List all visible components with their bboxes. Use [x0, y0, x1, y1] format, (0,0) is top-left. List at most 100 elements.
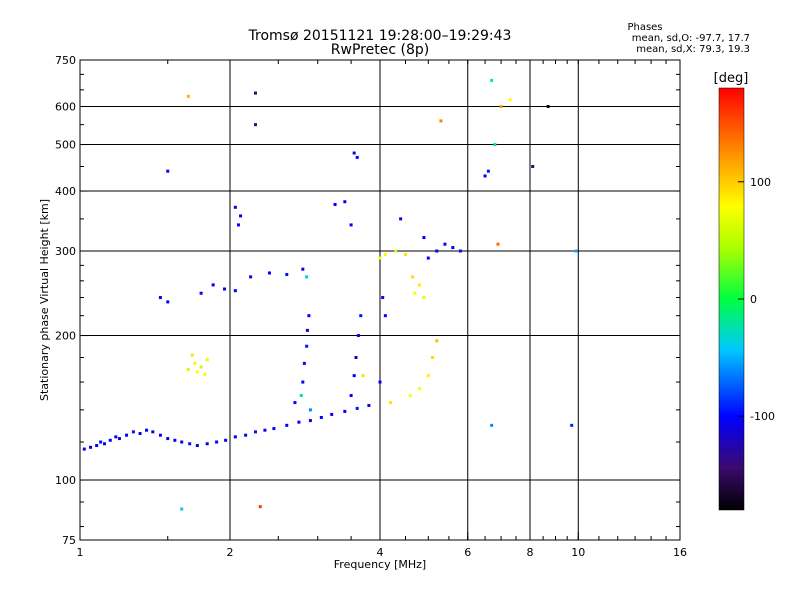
data-point: [239, 214, 243, 218]
data-point: [308, 419, 312, 423]
data-point: [301, 267, 305, 271]
data-point: [546, 105, 550, 109]
grid-lines: [80, 60, 680, 540]
data-point: [173, 438, 177, 442]
data-point: [305, 328, 309, 332]
data-point: [193, 361, 197, 365]
data-point: [361, 374, 365, 378]
stats-heading: Phases: [627, 22, 662, 33]
x-axis-label: Frequency [MHz]: [334, 558, 426, 571]
data-point: [195, 444, 199, 448]
data-point: [151, 430, 155, 434]
data-point: [305, 344, 309, 348]
colorbar-ticks: 100 0 -100: [738, 176, 775, 423]
data-point: [285, 423, 289, 427]
data-point: [223, 287, 227, 291]
data-point: [131, 430, 135, 434]
data-point: [244, 433, 248, 437]
data-point: [451, 246, 455, 250]
y-tick-label: 400: [55, 185, 76, 198]
data-point: [490, 423, 494, 427]
data-point: [422, 236, 426, 240]
data-point: [330, 412, 334, 416]
data-point: [378, 380, 382, 384]
y-tick-label: 500: [55, 139, 76, 152]
data-point: [355, 406, 359, 410]
data-point: [399, 217, 403, 221]
data-point: [343, 409, 347, 413]
x-axis-ticks: 1 2 4 6 8 10 16: [77, 60, 687, 559]
data-point: [233, 289, 237, 293]
data-point: [383, 314, 387, 318]
data-point: [233, 435, 237, 439]
stats-o-line: mean, sd,O: -97.7, 17.7: [632, 33, 750, 44]
data-point: [205, 358, 209, 362]
data-point: [95, 444, 99, 448]
data-point: [215, 440, 219, 444]
x-tick-label: 16: [673, 546, 687, 559]
data-point: [343, 200, 347, 204]
chart-subtitle: RwPretec (8p): [331, 42, 429, 58]
data-point: [367, 403, 371, 407]
data-point: [293, 401, 297, 405]
data-point: [352, 374, 356, 378]
data-point: [236, 223, 240, 227]
data-point: [299, 394, 303, 398]
data-point: [403, 253, 407, 257]
data-point: [258, 505, 262, 509]
data-point: [190, 353, 194, 357]
data-point: [354, 355, 358, 359]
data-point: [114, 435, 118, 439]
x-tick-label: 2: [227, 546, 234, 559]
data-point: [531, 164, 535, 168]
data-point: [426, 256, 430, 260]
colorbar-tick-label: -100: [750, 410, 775, 423]
data-point: [422, 296, 426, 300]
data-point: [285, 273, 289, 277]
data-point: [89, 445, 93, 449]
y-tick-label: 100: [55, 474, 76, 487]
data-point: [180, 507, 184, 511]
data-point: [431, 355, 435, 359]
data-point: [439, 119, 443, 123]
colorbar-label: [deg]: [714, 71, 749, 86]
y-tick-label: 600: [55, 101, 76, 114]
data-point: [443, 242, 447, 246]
x-tick-label: 1: [77, 546, 84, 559]
data-point: [195, 370, 199, 374]
data-point: [253, 123, 257, 127]
data-point: [435, 339, 439, 343]
data-point: [570, 423, 574, 427]
data-point: [82, 447, 86, 451]
data-point: [496, 242, 500, 246]
data-point: [267, 271, 271, 275]
data-point: [199, 291, 203, 295]
data-point: [408, 394, 412, 398]
x-tick-label: 8: [527, 546, 534, 559]
data-point: [186, 367, 190, 371]
data-point: [417, 387, 421, 391]
y-tick-label: 750: [55, 54, 76, 67]
data-point: [166, 169, 170, 173]
colorbar-tick-label: 0: [750, 293, 757, 306]
data-point: [145, 428, 149, 432]
data-point: [319, 415, 323, 419]
data-point: [352, 151, 356, 155]
data-point: [253, 91, 257, 95]
data-point: [333, 202, 337, 206]
data-point: [411, 275, 415, 279]
data-point: [297, 420, 301, 424]
data-point: [483, 174, 487, 178]
data-point: [381, 296, 385, 300]
data-point: [417, 283, 421, 287]
data-point: [458, 249, 462, 253]
chart-title: Tromsø 20151121 19:28:00–19:29:43: [248, 28, 512, 44]
data-point: [426, 374, 430, 378]
data-point: [499, 105, 503, 109]
data-point: [249, 275, 253, 279]
data-point: [394, 249, 398, 253]
x-tick-label: 6: [464, 546, 471, 559]
data-point: [493, 143, 497, 147]
y-axis-ticks: 75 100 200 300 400 500 600 750: [55, 54, 680, 547]
